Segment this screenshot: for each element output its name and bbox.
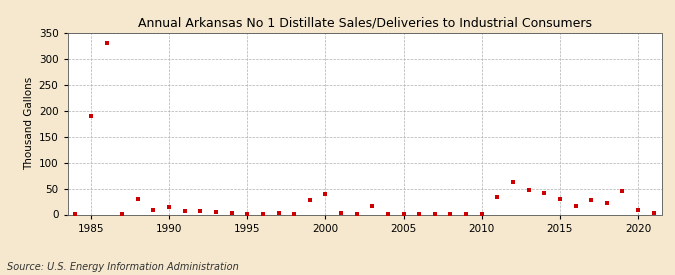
Point — [148, 208, 159, 212]
Point — [211, 210, 221, 214]
Point — [289, 212, 300, 216]
Point — [601, 201, 612, 205]
Point — [242, 212, 252, 216]
Point — [477, 212, 487, 216]
Point — [554, 197, 565, 202]
Point — [70, 212, 81, 216]
Point — [429, 212, 440, 216]
Point — [164, 205, 175, 209]
Point — [414, 212, 425, 216]
Point — [320, 192, 331, 196]
Point — [445, 212, 456, 216]
Point — [351, 212, 362, 216]
Point — [632, 208, 643, 213]
Point — [617, 188, 628, 193]
Point — [492, 195, 503, 200]
Point — [367, 204, 378, 208]
Point — [257, 212, 268, 216]
Point — [86, 114, 97, 118]
Point — [383, 212, 394, 216]
Point — [398, 212, 409, 216]
Text: Source: U.S. Energy Information Administration: Source: U.S. Energy Information Administ… — [7, 262, 238, 272]
Point — [304, 198, 315, 202]
Point — [570, 204, 581, 208]
Title: Annual Arkansas No 1 Distillate Sales/Deliveries to Industrial Consumers: Annual Arkansas No 1 Distillate Sales/De… — [138, 16, 591, 29]
Point — [101, 41, 112, 46]
Point — [132, 197, 143, 202]
Point — [335, 211, 346, 216]
Y-axis label: Thousand Gallons: Thousand Gallons — [24, 77, 34, 170]
Point — [461, 212, 472, 216]
Point — [508, 180, 518, 184]
Point — [226, 211, 237, 215]
Point — [180, 209, 190, 213]
Point — [117, 212, 128, 216]
Point — [195, 209, 206, 214]
Point — [648, 211, 659, 215]
Point — [539, 191, 549, 195]
Point — [523, 188, 534, 192]
Point — [273, 211, 284, 216]
Point — [586, 198, 597, 202]
